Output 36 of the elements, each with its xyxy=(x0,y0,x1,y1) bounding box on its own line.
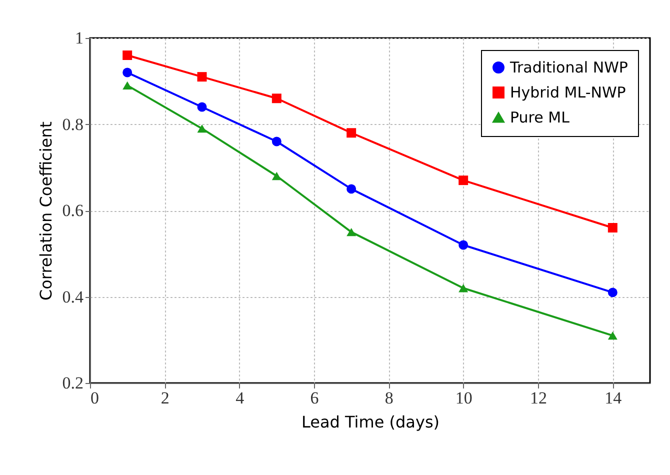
point xyxy=(458,176,468,186)
y-tick-label: 0.6 xyxy=(62,201,84,220)
x-tick-label: 10 xyxy=(455,388,472,408)
x-tick-label: 12 xyxy=(530,388,547,408)
point xyxy=(272,136,282,146)
point xyxy=(272,94,282,104)
legend-label: Pure ML xyxy=(510,108,570,126)
y-tick-label: 0.2 xyxy=(62,374,84,392)
legend-label: Hybrid ML-NWP xyxy=(510,84,626,102)
point xyxy=(197,72,207,82)
point xyxy=(272,172,282,180)
point xyxy=(197,124,207,133)
point xyxy=(346,128,356,138)
legend-label: Traditional NWP xyxy=(509,58,628,76)
x-tick-label: 14 xyxy=(604,388,622,408)
x-tick-label: 0 xyxy=(90,388,99,408)
point xyxy=(458,240,468,250)
x-tick-label: 6 xyxy=(310,388,319,408)
y-tick-label: 0.8 xyxy=(62,114,84,134)
point xyxy=(197,102,207,112)
x-tick-label: 4 xyxy=(236,388,245,408)
point xyxy=(608,288,618,298)
point xyxy=(122,50,132,60)
point xyxy=(346,184,356,194)
y-tick-label: 0.4 xyxy=(62,287,84,306)
y-tick-label: 1 xyxy=(75,28,84,48)
x-tick-label: 8 xyxy=(384,388,394,408)
y-axis-title: Correlation Coefficient xyxy=(36,121,56,301)
point xyxy=(122,68,132,78)
point xyxy=(458,284,468,292)
x-tick-label: 2 xyxy=(160,388,170,408)
point xyxy=(608,331,618,340)
point xyxy=(122,81,132,90)
x-axis-title: Lead Time (days) xyxy=(301,412,440,432)
point xyxy=(346,228,356,236)
point xyxy=(608,223,618,232)
